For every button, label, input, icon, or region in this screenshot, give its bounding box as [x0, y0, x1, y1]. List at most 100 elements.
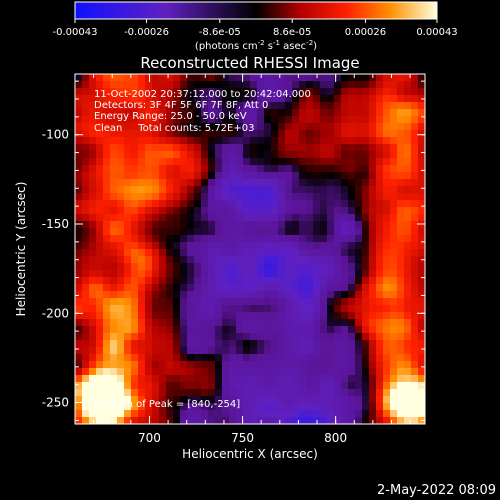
heatmap-cell — [145, 326, 153, 334]
heatmap-cell — [152, 235, 160, 243]
heatmap-cell — [138, 207, 146, 215]
heatmap-cell — [89, 74, 97, 82]
heatmap-cell — [82, 116, 90, 124]
heatmap-cell — [341, 298, 349, 306]
heatmap-cell — [138, 95, 146, 103]
heatmap-cell — [243, 263, 251, 271]
heatmap-cell — [96, 249, 104, 257]
heatmap-cell — [320, 396, 328, 404]
heatmap-cell — [180, 88, 188, 96]
heatmap-cell — [250, 284, 258, 292]
heatmap-cell — [383, 291, 391, 299]
heatmap-cell — [236, 186, 244, 194]
heatmap-cell — [250, 291, 258, 299]
heatmap-cell — [257, 410, 265, 418]
heatmap-cell — [243, 396, 251, 404]
heatmap-cell — [236, 263, 244, 271]
heatmap-cell — [278, 403, 286, 411]
heatmap-cell — [327, 389, 335, 397]
heatmap-cell — [369, 305, 377, 313]
heatmap-cell — [355, 333, 363, 341]
heatmap-cell — [278, 368, 286, 376]
heatmap-cell — [138, 403, 146, 411]
heatmap-cell — [306, 396, 314, 404]
heatmap-cell — [82, 403, 90, 411]
heatmap-cell — [138, 200, 146, 208]
heatmap-cell — [89, 340, 97, 348]
heatmap-cell — [159, 137, 167, 145]
heatmap-cell — [341, 368, 349, 376]
heatmap-cell — [397, 235, 405, 243]
heatmap-cell — [299, 410, 307, 418]
heatmap-cell — [243, 130, 251, 138]
heatmap-cell — [285, 179, 293, 187]
heatmap-cell — [327, 109, 335, 117]
heatmap-cell — [341, 277, 349, 285]
heatmap-cell — [96, 214, 104, 222]
heatmap-cell — [173, 326, 181, 334]
heatmap-cell — [110, 361, 118, 369]
heatmap-cell — [89, 137, 97, 145]
heatmap-cell — [250, 95, 258, 103]
heatmap-cell — [271, 277, 279, 285]
heatmap-cell — [187, 333, 195, 341]
heatmap-cell — [229, 109, 237, 117]
heatmap-cell — [327, 221, 335, 229]
heatmap-cell — [313, 116, 321, 124]
heatmap-image — [75, 74, 425, 424]
heatmap-cell — [187, 270, 195, 278]
heatmap-cell — [222, 200, 230, 208]
heatmap-cell — [376, 165, 384, 173]
heatmap-cell — [390, 326, 398, 334]
heatmap-cell — [124, 410, 132, 418]
heatmap-cell — [348, 200, 356, 208]
heatmap-cell — [243, 319, 251, 327]
heatmap-cell — [250, 193, 258, 201]
heatmap-cell — [201, 256, 209, 264]
heatmap-cell — [117, 375, 125, 383]
heatmap-cell — [138, 312, 146, 320]
heatmap-cell — [411, 186, 419, 194]
heatmap-cell — [82, 270, 90, 278]
heatmap-cell — [124, 235, 132, 243]
heatmap-cell — [383, 270, 391, 278]
heatmap-cell — [180, 340, 188, 348]
heatmap-cell — [215, 165, 223, 173]
heatmap-cell — [383, 179, 391, 187]
heatmap-cell — [96, 144, 104, 152]
heatmap-cell — [124, 95, 132, 103]
heatmap-cell — [96, 242, 104, 250]
heatmap-cell — [355, 256, 363, 264]
heatmap-cell — [103, 123, 111, 131]
heatmap-cell — [131, 165, 139, 173]
heatmap-cell — [215, 298, 223, 306]
heatmap-cell — [201, 179, 209, 187]
heatmap-cell — [138, 326, 146, 334]
heatmap-cell — [348, 102, 356, 110]
heatmap-cell — [404, 221, 412, 229]
heatmap-cell — [201, 312, 209, 320]
heatmap-cell — [257, 144, 265, 152]
heatmap-cell — [215, 417, 223, 424]
heatmap-cell — [369, 179, 377, 187]
heatmap-cell — [411, 354, 419, 362]
heatmap-cell — [131, 249, 139, 257]
heatmap-cell — [292, 417, 300, 424]
heatmap-cell — [89, 305, 97, 313]
heatmap-cell — [173, 165, 181, 173]
heatmap-cell — [131, 256, 139, 264]
heatmap-cell — [215, 263, 223, 271]
heatmap-cell — [369, 158, 377, 166]
heatmap-cell — [96, 102, 104, 110]
heatmap-cell — [159, 74, 167, 82]
heatmap-cell — [376, 382, 384, 390]
heatmap-cell — [355, 165, 363, 173]
heatmap-cell — [229, 270, 237, 278]
heatmap-cell — [334, 326, 342, 334]
annotation-time-range: 11-Oct-2002 20:37:12.000 to 20:42:04.000 — [94, 89, 311, 100]
heatmap-cell — [376, 284, 384, 292]
heatmap-cell — [404, 144, 412, 152]
heatmap-cell — [131, 410, 139, 418]
heatmap-cell — [152, 151, 160, 159]
heatmap-cell — [117, 221, 125, 229]
